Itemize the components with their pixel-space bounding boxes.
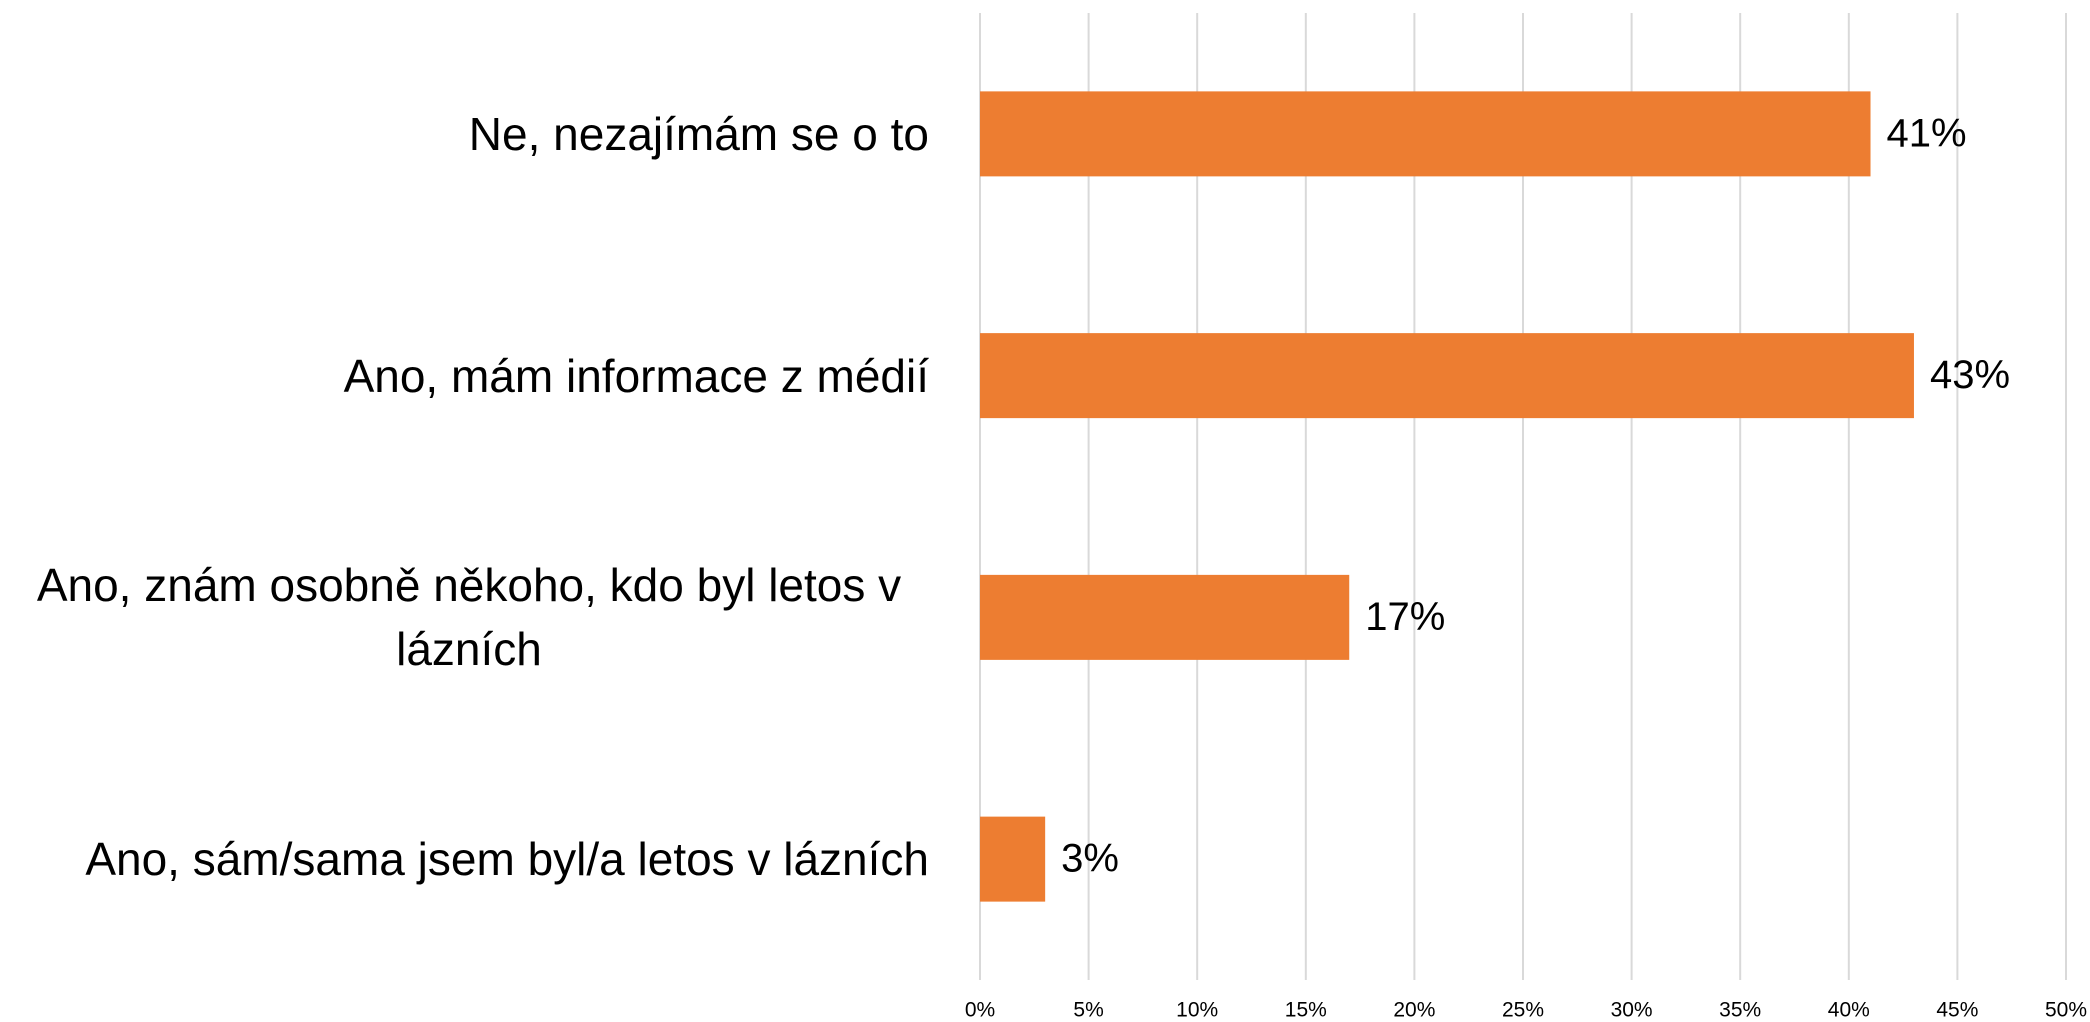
data-label: 43% — [1930, 353, 2010, 397]
y-tick-label: Ne, nezajímám se o to — [468, 107, 929, 160]
x-tick-label: 20% — [1393, 999, 1435, 1022]
x-tick-label: 30% — [1611, 999, 1653, 1022]
x-tick-label: 0% — [965, 999, 995, 1022]
bar — [980, 91, 1871, 177]
x-tick-label: 15% — [1285, 999, 1327, 1022]
category-label-box: Ano, sám/sama jsem byl/a letos v lázních — [9, 827, 929, 891]
x-tick-label: 25% — [1502, 999, 1544, 1022]
x-tick-label: 40% — [1828, 999, 1870, 1022]
data-label: 17% — [1365, 595, 1445, 639]
y-tick-label: Ano, mám informace z médií — [343, 349, 929, 402]
bar — [980, 574, 1350, 660]
y-tick-label: Ano, znám osobně někoho, kdo byl letos v… — [36, 559, 902, 676]
category-label-box: Ne, nezajímám se o to — [9, 102, 929, 166]
x-tick-label: 35% — [1719, 999, 1761, 1022]
x-tick-label: 10% — [1176, 999, 1218, 1022]
bar — [980, 333, 1914, 419]
y-tick-label: Ano, sám/sama jsem byl/a letos v lázních — [85, 833, 929, 886]
category-label-box: Ano, mám informace z médií — [9, 344, 929, 408]
bar — [980, 816, 1046, 902]
data-label: 41% — [1887, 111, 1967, 155]
x-tick-label: 50% — [2045, 999, 2087, 1022]
x-tick-label: 45% — [1936, 999, 1978, 1022]
data-label: 3% — [1061, 837, 1119, 881]
category-label-box: Ano, znám osobně někoho, kdo byl letos v… — [9, 553, 929, 681]
x-tick-label: 5% — [1073, 999, 1103, 1022]
